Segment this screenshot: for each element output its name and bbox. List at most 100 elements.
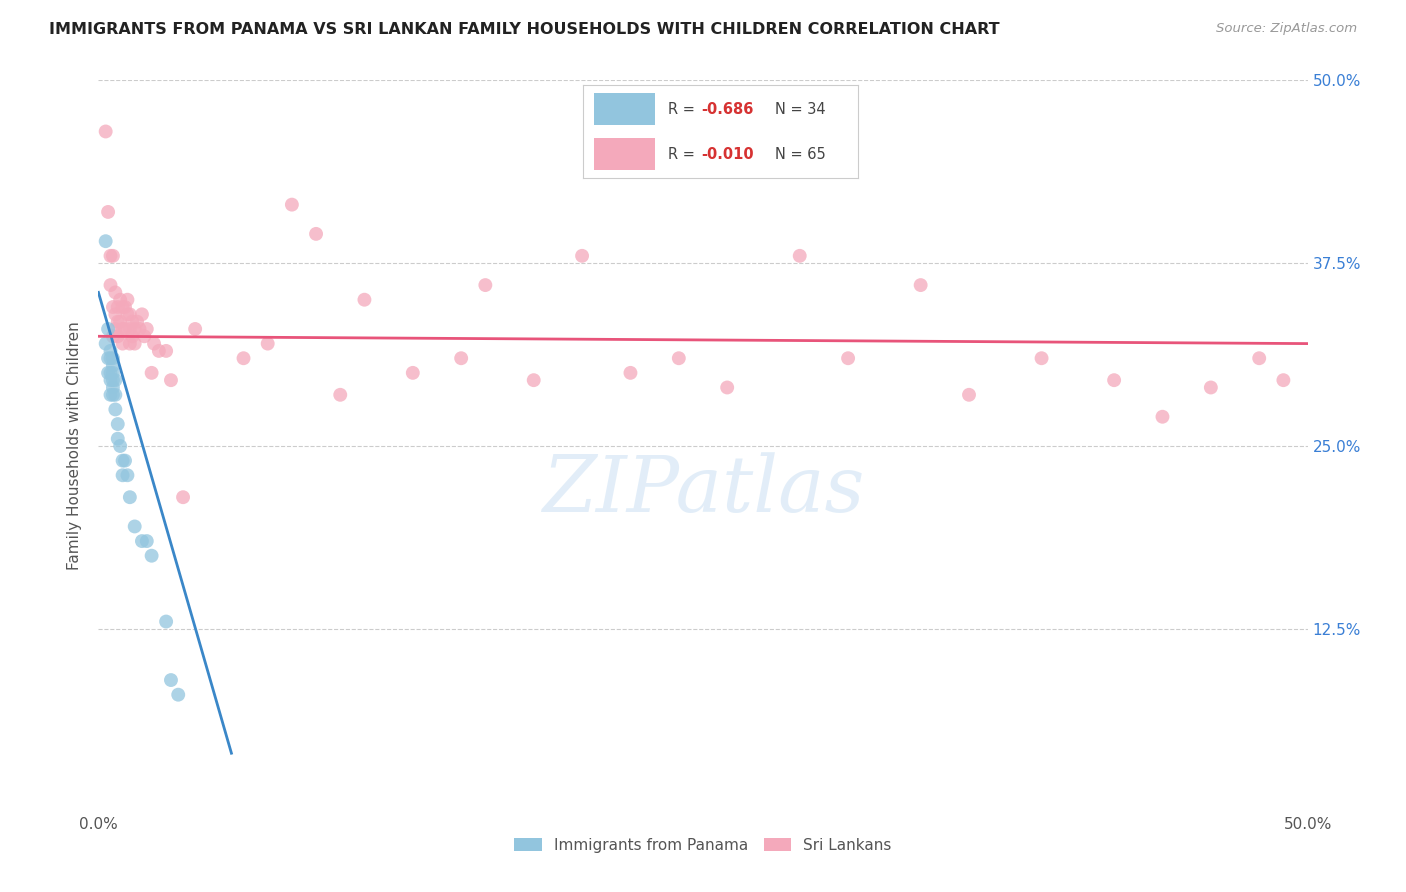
Point xyxy=(101,373,124,387)
Point xyxy=(160,373,183,387)
Point xyxy=(94,124,117,138)
Point xyxy=(143,336,166,351)
Point xyxy=(97,322,120,336)
Point xyxy=(668,351,690,366)
Text: ZIPatlas: ZIPatlas xyxy=(541,451,865,528)
Point xyxy=(571,249,593,263)
Y-axis label: Family Households with Children: Family Households with Children xyxy=(67,322,83,570)
Point xyxy=(111,300,134,314)
Legend: Immigrants from Panama, Sri Lankans: Immigrants from Panama, Sri Lankans xyxy=(508,831,898,859)
Point xyxy=(329,388,352,402)
Text: R =: R = xyxy=(668,102,700,117)
Point xyxy=(104,373,127,387)
Point xyxy=(101,380,124,394)
Point xyxy=(111,468,134,483)
Point xyxy=(135,322,157,336)
Point xyxy=(104,402,127,417)
Point xyxy=(232,351,254,366)
Bar xyxy=(595,93,655,125)
Point xyxy=(167,688,190,702)
Point xyxy=(619,366,641,380)
Point xyxy=(131,534,153,549)
Point xyxy=(107,300,129,314)
Point xyxy=(134,329,156,343)
Point xyxy=(117,293,139,307)
Point xyxy=(107,432,129,446)
Point xyxy=(1199,380,1222,394)
Point xyxy=(100,351,122,366)
Point xyxy=(1249,351,1271,366)
Point xyxy=(114,322,136,336)
Point xyxy=(121,315,143,329)
Point xyxy=(100,388,122,402)
Point xyxy=(135,534,157,549)
Point xyxy=(104,322,127,336)
Point xyxy=(155,343,177,358)
Point xyxy=(100,366,122,380)
Point xyxy=(114,453,136,467)
Point xyxy=(127,315,149,329)
Point xyxy=(402,366,425,380)
Point xyxy=(837,351,859,366)
Point xyxy=(305,227,328,241)
Point xyxy=(111,336,134,351)
Point xyxy=(131,307,153,321)
Point xyxy=(450,351,472,366)
Point xyxy=(94,336,117,351)
Point xyxy=(101,351,124,366)
Point xyxy=(97,366,120,380)
Point xyxy=(910,278,932,293)
Point xyxy=(1272,373,1295,387)
Point xyxy=(172,490,194,504)
Point xyxy=(1102,373,1125,387)
Point xyxy=(108,315,131,329)
Point xyxy=(107,315,129,329)
Point xyxy=(716,380,738,394)
Point xyxy=(353,293,375,307)
Point xyxy=(107,329,129,343)
Text: Source: ZipAtlas.com: Source: ZipAtlas.com xyxy=(1216,22,1357,36)
Point xyxy=(141,549,163,563)
Point xyxy=(108,439,131,453)
Text: -0.686: -0.686 xyxy=(702,102,754,117)
Point xyxy=(117,468,139,483)
Point xyxy=(118,322,141,336)
Point xyxy=(101,366,124,380)
Text: -0.010: -0.010 xyxy=(702,146,754,161)
Point xyxy=(111,453,134,467)
Point xyxy=(1152,409,1174,424)
Point xyxy=(101,359,124,373)
Text: N = 34: N = 34 xyxy=(776,102,827,117)
Point xyxy=(160,673,183,687)
Point xyxy=(104,285,127,300)
Point xyxy=(118,490,141,504)
Point xyxy=(118,307,141,321)
Point xyxy=(101,249,124,263)
Point xyxy=(108,293,131,307)
Point xyxy=(97,205,120,219)
Point xyxy=(111,322,134,336)
Point xyxy=(100,343,122,358)
Point xyxy=(121,329,143,343)
Text: IMMIGRANTS FROM PANAMA VS SRI LANKAN FAMILY HOUSEHOLDS WITH CHILDREN CORRELATION: IMMIGRANTS FROM PANAMA VS SRI LANKAN FAM… xyxy=(49,22,1000,37)
Point xyxy=(155,615,177,629)
Point xyxy=(523,373,546,387)
Point xyxy=(474,278,496,293)
Point xyxy=(281,197,304,211)
Point xyxy=(256,336,278,351)
Point xyxy=(100,278,122,293)
Point xyxy=(1031,351,1053,366)
Point xyxy=(104,307,127,321)
Point xyxy=(124,519,146,533)
Point xyxy=(101,388,124,402)
Text: N = 65: N = 65 xyxy=(776,146,827,161)
Point xyxy=(141,366,163,380)
Point xyxy=(148,343,170,358)
Point xyxy=(97,351,120,366)
Point xyxy=(789,249,811,263)
Point xyxy=(117,307,139,321)
Point xyxy=(124,336,146,351)
Point xyxy=(107,417,129,431)
Point xyxy=(124,322,146,336)
Point xyxy=(100,373,122,387)
